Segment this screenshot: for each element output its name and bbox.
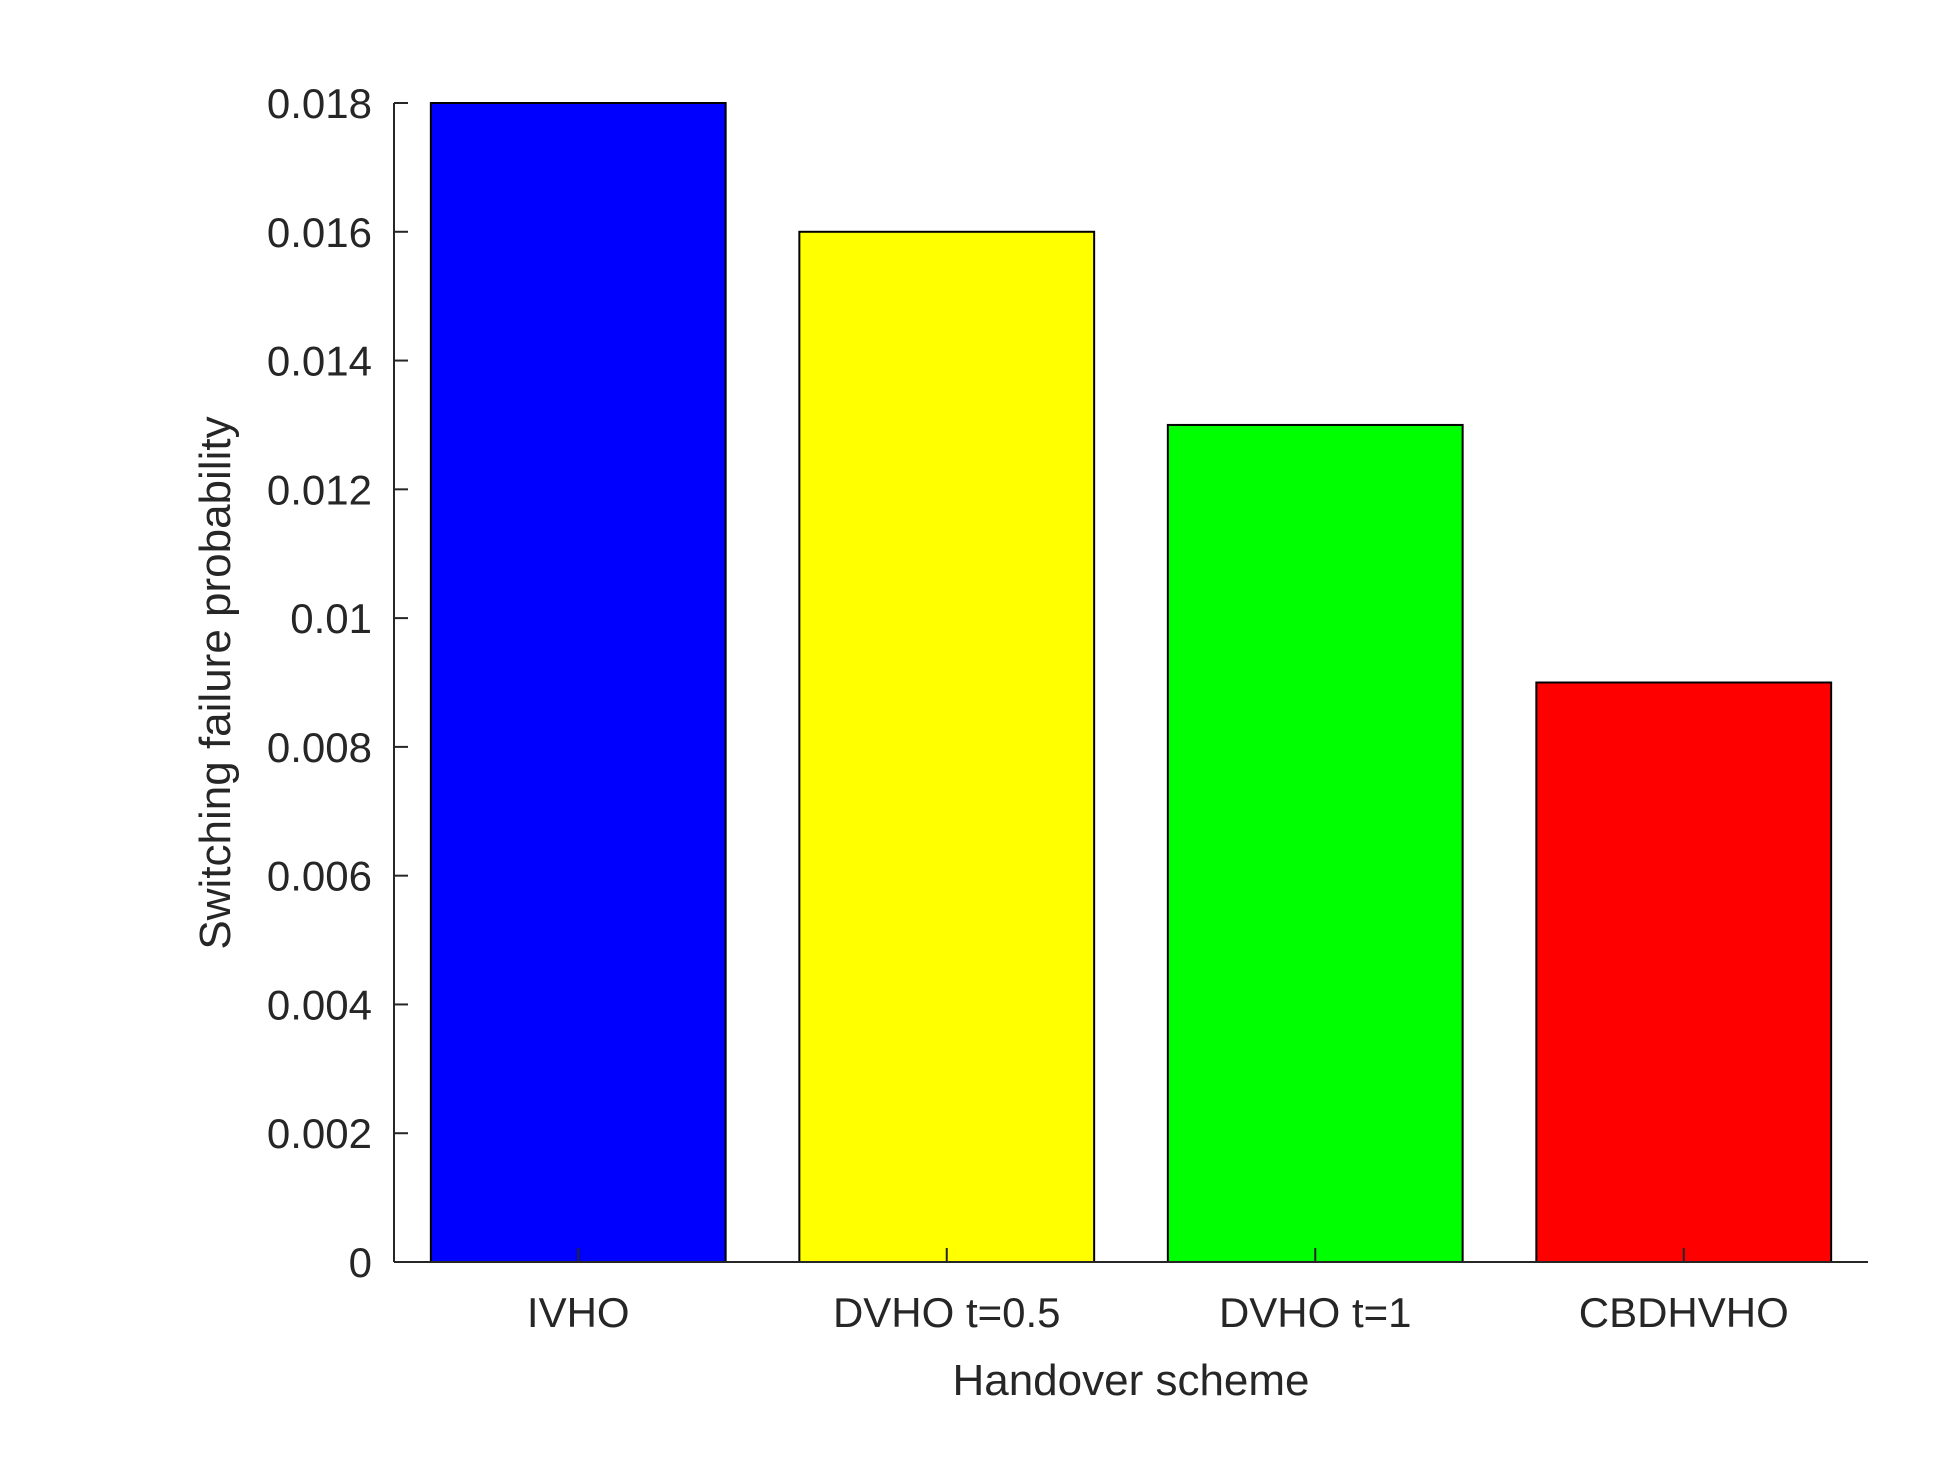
x-axis-title: Handover scheme [952, 1356, 1309, 1405]
y-axis-title: Switching failure probability [191, 416, 240, 949]
bar-3 [1535, 681, 1833, 1263]
y-ticks-group: 0 0.002 0.004 0.006 0.008 0.01 0.012 0.014 0.016… [267, 80, 408, 1286]
y-tick-label: 0.014 [267, 338, 372, 385]
x-tick-label: DVHO t=1 [1219, 1289, 1412, 1336]
x-tick-label: DVHO t=0.5 [833, 1289, 1061, 1336]
axes-group [393, 103, 1868, 1263]
y-tick-label: 0.002 [267, 1110, 372, 1157]
y-tick-label: 0 [349, 1239, 372, 1286]
y-tick-label: 0.012 [267, 466, 372, 513]
bars-group [429, 102, 1833, 1263]
bar-0 [429, 102, 727, 1263]
bar-2 [1166, 423, 1464, 1263]
y-tick-label: 0.006 [267, 853, 372, 900]
y-tick-label: 0.008 [267, 724, 372, 771]
y-tick-label: 0.004 [267, 981, 372, 1028]
y-tick-label: 0.01 [290, 595, 372, 642]
x-tick-label: IVHO [527, 1289, 630, 1336]
x-ticks-group: IVHO DVHO t=0.5 DVHO t=1 CBDHVHO [527, 1248, 1789, 1336]
bar-1 [798, 230, 1096, 1263]
y-tick-label: 0.016 [267, 209, 372, 256]
x-tick-label: CBDHVHO [1579, 1289, 1789, 1336]
y-tick-label: 0.018 [267, 80, 372, 127]
